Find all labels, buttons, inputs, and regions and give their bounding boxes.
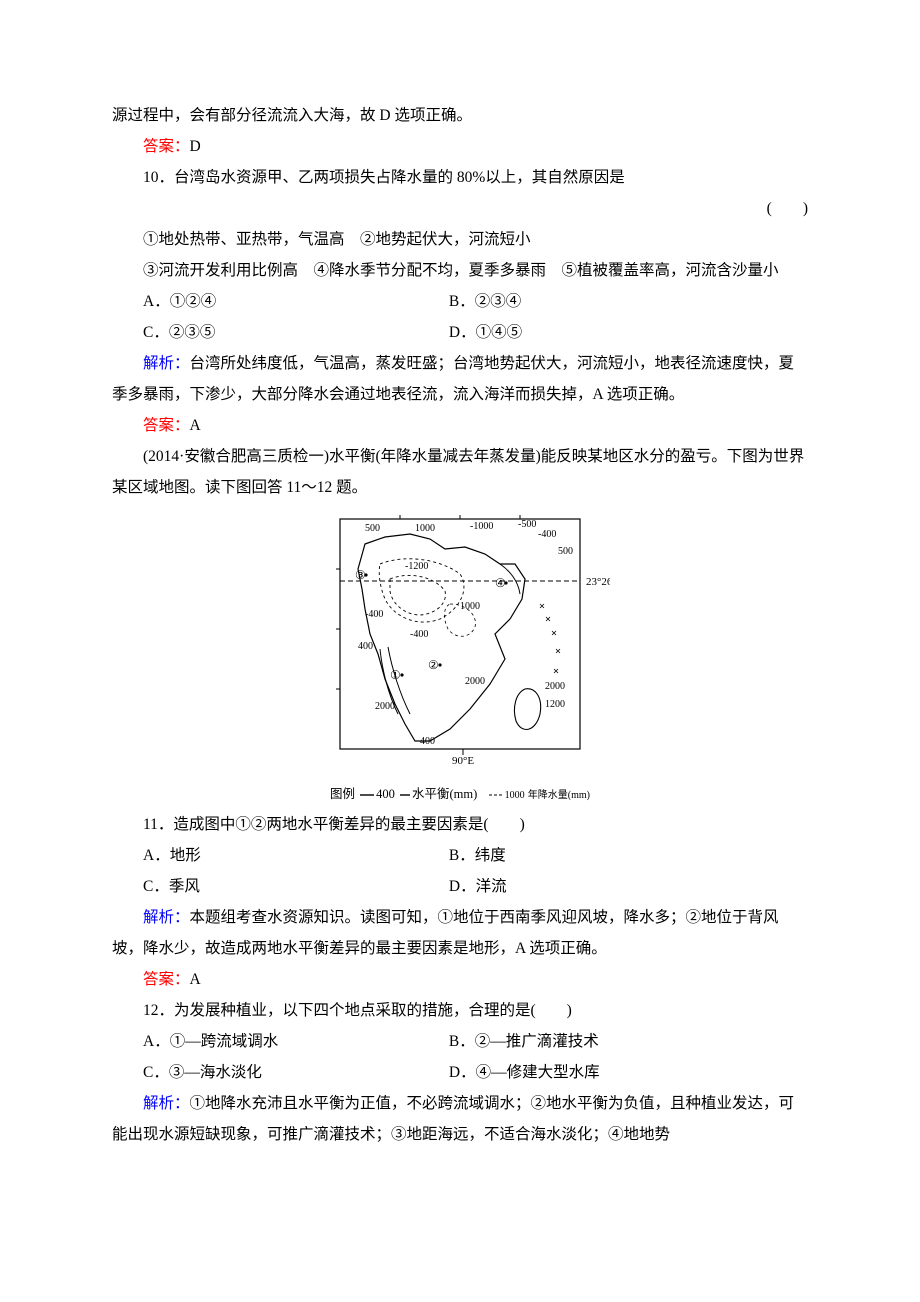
q11-optB: B．纬度	[449, 840, 808, 871]
caption-prefix: 图例	[330, 787, 358, 801]
q10-sub-line1: ①地处热带、亚热带，气温高 ②地势起伏大，河流短小	[112, 224, 808, 255]
q10-optB: B．②③④	[449, 286, 808, 317]
q10-stem: 10．台湾岛水资源甲、乙两项损失占降水量的 80%以上，其自然原因是	[112, 162, 808, 193]
svg-text:②: ②	[428, 658, 439, 672]
svg-text:500: 500	[365, 523, 380, 534]
analysis-text: 本题组考查水资源知识。读图可知，①地位于西南季风迎风坡，降水多；②地位于背风坡，…	[112, 909, 779, 957]
q12-optD: D．④—修建大型水库	[449, 1057, 808, 1088]
svg-text:③: ③	[355, 568, 366, 582]
q12-optA: A．①—跨流域调水	[143, 1026, 449, 1057]
q10-options-row2: C．②③⑤ D．①④⑤	[143, 317, 808, 348]
lat-label: 23°26′N	[586, 576, 610, 588]
analysis-label: 解析：	[143, 1095, 190, 1112]
answer-value: A	[190, 971, 201, 988]
q10-options-row1: A．①②④ B．②③④	[143, 286, 808, 317]
q10-optD: D．①④⑤	[449, 317, 808, 348]
analysis-text: ①地降水充沛且水平衡为正值，不必跨流域调水；②地水平衡为负值，且种植业发达，可能…	[112, 1095, 794, 1143]
q12-optB: B．②—推广滴灌技术	[449, 1026, 808, 1057]
analysis-label: 解析：	[143, 909, 190, 926]
svg-text:④: ④	[495, 576, 506, 590]
answer-11: 答案：A	[112, 964, 808, 995]
figure-caption: 图例 400 水平衡(mm) 1000 年降水量(mm)	[112, 782, 808, 807]
answer-10: 答案：A	[112, 410, 808, 441]
svg-text:400: 400	[358, 641, 373, 652]
prev-tail: 源过程中，会有部分径流流入大海，故 D 选项正确。	[112, 100, 808, 131]
q10-optC: C．②③⑤	[143, 317, 449, 348]
q11-stem: 11．造成图中①②两地水平衡差异的最主要因素是( )	[112, 809, 808, 840]
q11-optD: D．洋流	[449, 871, 808, 902]
answer-label: 答案：	[143, 138, 190, 155]
svg-text:-400: -400	[410, 629, 428, 640]
q12-options-row2: C．③—海水淡化 D．④—修建大型水库	[143, 1057, 808, 1088]
q11-analysis: 解析：本题组考查水资源知识。读图可知，①地位于西南季风迎风坡，降水多；②地位于背…	[112, 902, 808, 964]
analysis-label: 解析：	[143, 355, 190, 372]
caption-seg1a: 400	[376, 787, 395, 801]
svg-text:2000: 2000	[465, 676, 485, 687]
svg-text:2000: 2000	[545, 681, 565, 692]
answer-value: D	[190, 138, 201, 155]
answer-9: 答案：D	[112, 131, 808, 162]
q10-sub-line2: ③河流开发利用比例高 ④降水季节分配不均，夏季多暴雨 ⑤植被覆盖率高，河流含沙量…	[112, 255, 808, 286]
q10-optA: A．①②④	[143, 286, 449, 317]
q12-optC: C．③—海水淡化	[143, 1057, 449, 1088]
caption-seg1b: 水平衡(mm)	[412, 787, 477, 801]
paren-blank: ( )	[767, 193, 808, 224]
q10-analysis: 解析：台湾所处纬度低，气温高，蒸发旺盛；台湾地势起伏大，河流短小，地表径流速度快…	[112, 348, 808, 410]
q11-optC: C．季风	[143, 871, 449, 902]
answer-value: A	[190, 417, 201, 434]
svg-text:500: 500	[558, 546, 573, 557]
caption-seg2a: 1000	[505, 790, 525, 801]
svg-text:-1000: -1000	[470, 521, 493, 532]
passage-lead: (2014·安徽合肥高三质检一)水平衡(年降水量减去年蒸发量)能反映某地区水分的…	[112, 441, 808, 503]
q12-analysis: 解析：①地降水充沛且水平衡为正值，不必跨流域调水；②地水平衡为负值，且种植业发达…	[112, 1088, 808, 1150]
q11-optA: A．地形	[143, 840, 449, 871]
analysis-text: 台湾所处纬度低，气温高，蒸发旺盛；台湾地势起伏大，河流短小，地表径流速度快，夏季…	[112, 355, 794, 403]
svg-text:1200: 1200	[545, 699, 565, 710]
svg-text:-1200: -1200	[405, 561, 428, 572]
svg-text:①: ①	[390, 668, 401, 682]
svg-text:-500: -500	[518, 519, 536, 530]
caption-seg2b: 年降水量(mm)	[528, 790, 590, 801]
q12-options-row1: A．①—跨流域调水 B．②—推广滴灌技术	[143, 1026, 808, 1057]
answer-label: 答案：	[143, 417, 190, 434]
svg-text:400: 400	[420, 736, 435, 747]
svg-text:-400: -400	[538, 529, 556, 540]
q11-options-row1: A．地形 B．纬度	[143, 840, 808, 871]
answer-label: 答案：	[143, 971, 190, 988]
q11-options-row2: C．季风 D．洋流	[143, 871, 808, 902]
map-figure: 23°26′N 500 1000 -1000 -500 -400 500 -12…	[112, 509, 808, 807]
svg-text:1000: 1000	[460, 601, 480, 612]
lon-label: 90°E	[452, 755, 474, 767]
q12-stem: 12．为发展种植业，以下四个地点采取的措施，合理的是( )	[112, 995, 808, 1026]
svg-text:2000: 2000	[375, 701, 395, 712]
page: 源过程中，会有部分径流流入大海，故 D 选项正确。 答案：D 10．台湾岛水资源…	[0, 0, 920, 1302]
svg-text:1000: 1000	[415, 523, 435, 534]
svg-text:-400: -400	[365, 609, 383, 620]
